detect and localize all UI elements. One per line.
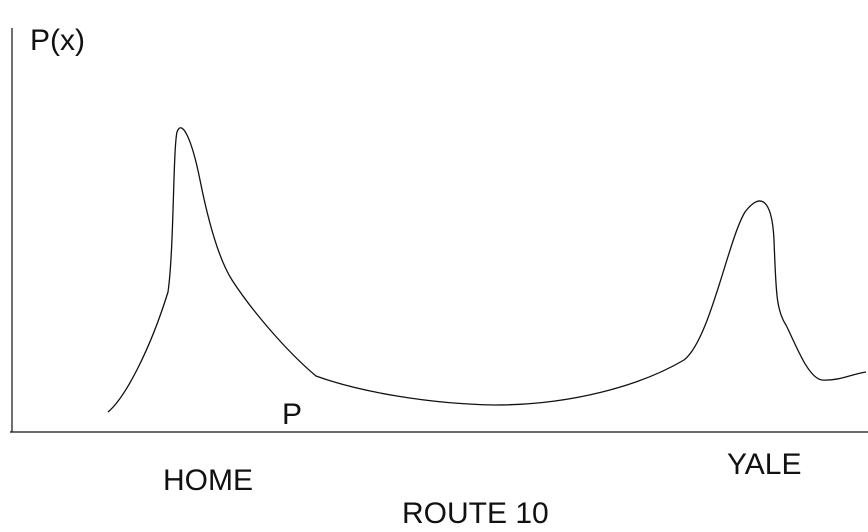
x-axis-title: ROUTE 10	[402, 497, 549, 530]
home-label: HOME	[163, 464, 253, 497]
yale-label: YALE	[727, 448, 802, 481]
y-axis-label: P(x)	[30, 24, 85, 57]
curve-point-label: P	[282, 398, 302, 431]
probability-curve	[107, 127, 867, 413]
